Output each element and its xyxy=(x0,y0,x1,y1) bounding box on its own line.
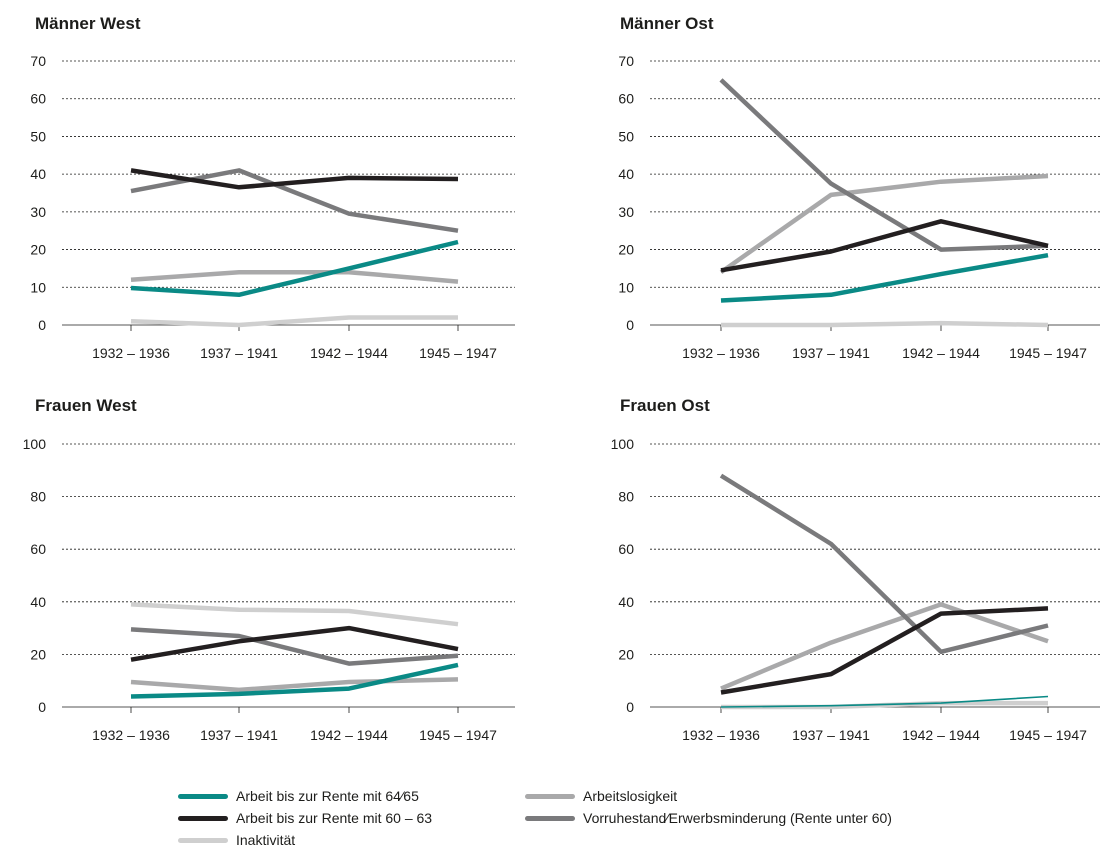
y-tick-label: 30 xyxy=(618,204,634,220)
chart-panel-1: Männer West 0 10 20 30 40 50 60 70 1932 – 1936 193… xyxy=(30,14,515,361)
series-line-unemployment xyxy=(130,677,459,693)
y-tick-label: 70 xyxy=(618,53,634,69)
y-tick-label: 100 xyxy=(23,436,47,452)
x-tick-label: 1937 – 1941 xyxy=(792,727,870,743)
y-tick-label: 0 xyxy=(38,699,46,715)
legend-swatch-work6063 xyxy=(178,815,228,821)
legend-item-work6063: Arbeit bis zur Rente mit 60 – 63 xyxy=(178,810,432,826)
series-line-earlyRetirement xyxy=(130,627,459,666)
x-tick-label: 1945 – 1947 xyxy=(419,345,497,361)
legend-swatch-earlyRetirement xyxy=(525,815,575,821)
legend-label-unemployment: Arbeitslosigkeit xyxy=(583,788,678,804)
chart-title: Männer Ost xyxy=(620,14,714,33)
x-tick-label: 1937 – 1941 xyxy=(792,345,870,361)
y-tick-label: 50 xyxy=(618,128,634,144)
chart-title: Frauen Ost xyxy=(620,396,710,415)
y-tick-label: 70 xyxy=(30,53,46,69)
y-tick-label: 60 xyxy=(618,91,634,107)
x-tick-label: 1945 – 1947 xyxy=(419,727,497,743)
y-tick-label: 60 xyxy=(618,541,634,557)
series-line-work6465 xyxy=(130,239,459,298)
chart-panel-3: Frauen West 0 20 40 60 80 100 1932 – 1936 1937 –… xyxy=(23,396,515,743)
x-tick-label: 1942 – 1944 xyxy=(902,727,980,743)
series-line-unemployment xyxy=(720,602,1049,691)
y-tick-label: 80 xyxy=(30,489,46,505)
legend-item-earlyRetirement: Vorruhestand⁄Erwerbsminderung (Rente unt… xyxy=(525,810,892,826)
y-tick-label: 30 xyxy=(30,204,46,220)
x-tick-label: 1932 – 1936 xyxy=(92,345,170,361)
legend-swatch-unemployment xyxy=(525,793,575,799)
y-tick-label: 50 xyxy=(30,128,46,144)
series-line-inactivity xyxy=(721,320,1049,328)
x-tick-label: 1937 – 1941 xyxy=(200,345,278,361)
series-line-work6465 xyxy=(720,695,1049,708)
y-tick-label: 60 xyxy=(30,541,46,557)
y-tick-label: 20 xyxy=(618,646,634,662)
series-line-work6465 xyxy=(130,662,459,699)
y-tick-label: 20 xyxy=(30,242,46,258)
y-tick-label: 10 xyxy=(30,279,46,295)
legend-swatch-inactivity xyxy=(178,837,228,843)
legend-label-work6063: Arbeit bis zur Rente mit 60 – 63 xyxy=(236,810,433,826)
y-tick-label: 80 xyxy=(618,489,634,505)
x-tick-label: 1932 – 1936 xyxy=(682,727,760,743)
chart-panel-4: Frauen Ost 0 20 40 60 80 100 1932 – 1936 1937 – … xyxy=(611,396,1100,743)
series-line-inactivity xyxy=(130,315,458,328)
series-line-inactivity xyxy=(130,602,459,627)
legend-label-work6465: Arbeit bis zur Rente mit 64⁄65 xyxy=(236,788,419,804)
x-tick-label: 1942 – 1944 xyxy=(310,727,388,743)
y-tick-label: 40 xyxy=(618,594,634,610)
y-tick-label: 0 xyxy=(626,317,634,333)
chart-title: Frauen West xyxy=(35,396,137,415)
y-tick-label: 40 xyxy=(618,166,634,182)
legend-item-unemployment: Arbeitslosigkeit xyxy=(525,788,677,804)
y-tick-label: 20 xyxy=(618,242,634,258)
series-line-earlyRetirement xyxy=(719,473,1049,655)
chart-figure: Männer West 0 10 20 30 40 50 60 70 1932 – 1936 193… xyxy=(23,14,1100,743)
chart-title: Männer West xyxy=(35,14,141,33)
y-tick-label: 100 xyxy=(611,436,635,452)
y-tick-label: 20 xyxy=(30,646,46,662)
y-tick-label: 0 xyxy=(626,699,634,715)
series-line-work6063 xyxy=(130,168,459,190)
y-tick-label: 60 xyxy=(30,91,46,107)
series-line-unemployment xyxy=(719,173,1049,275)
x-tick-label: 1932 – 1936 xyxy=(682,345,760,361)
legend-label-earlyRetirement: Vorruhestand⁄Erwerbsminderung (Rente unt… xyxy=(583,810,892,826)
legend-item-inactivity: Inaktivität xyxy=(178,832,295,848)
x-tick-label: 1932 – 1936 xyxy=(92,727,170,743)
x-tick-label: 1937 – 1941 xyxy=(200,727,278,743)
legend-item-work6465: Arbeit bis zur Rente mit 64⁄65 xyxy=(178,788,419,804)
series-line-earlyRetirement xyxy=(719,78,1049,252)
x-tick-label: 1942 – 1944 xyxy=(310,345,388,361)
series-line-work6063 xyxy=(720,219,1049,273)
y-tick-label: 0 xyxy=(38,317,46,333)
series-line-work6063 xyxy=(130,625,459,662)
legend: Arbeit bis zur Rente mit 64⁄65 Arbeitslo… xyxy=(178,788,978,860)
x-tick-label: 1945 – 1947 xyxy=(1009,345,1087,361)
y-tick-label: 10 xyxy=(618,279,634,295)
chart-panel-2: Männer Ost 0 10 20 30 40 50 60 70 1932 – 1936 1937… xyxy=(618,14,1100,361)
legend-label-inactivity: Inaktivität xyxy=(236,832,296,848)
series-line-unemployment xyxy=(130,269,459,284)
x-tick-label: 1942 – 1944 xyxy=(902,345,980,361)
series-line-work6063 xyxy=(720,606,1049,695)
legend-swatch-work6465 xyxy=(178,793,228,799)
y-tick-label: 40 xyxy=(30,166,46,182)
series-line-work6465 xyxy=(720,252,1049,303)
x-tick-label: 1945 – 1947 xyxy=(1009,727,1087,743)
y-tick-label: 40 xyxy=(30,594,46,610)
